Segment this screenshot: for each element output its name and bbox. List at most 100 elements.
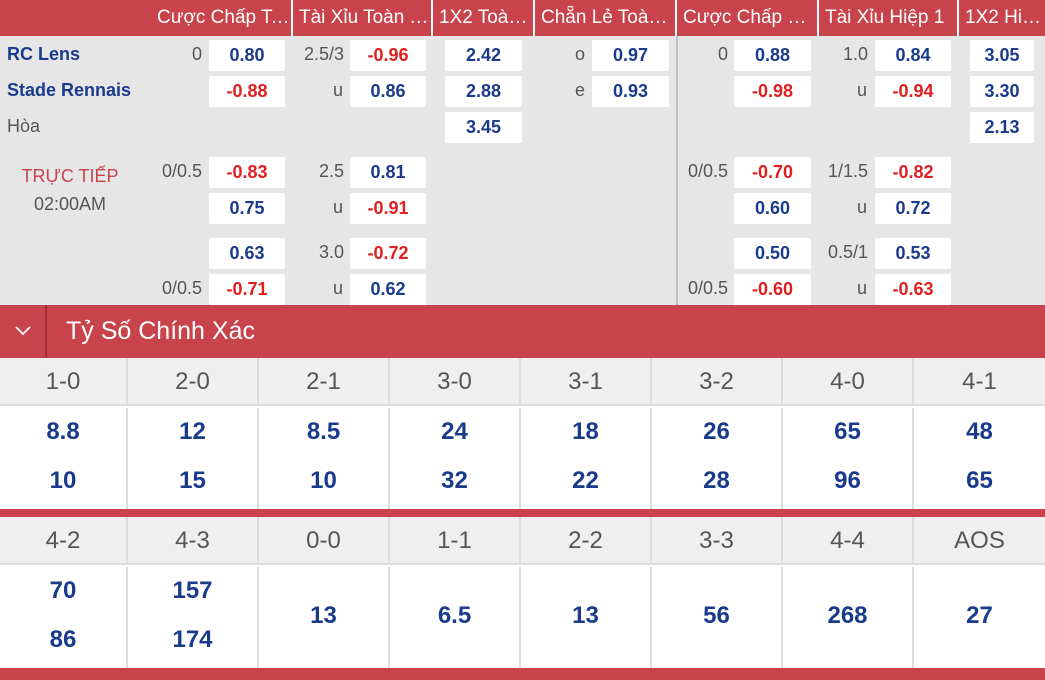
away-odds[interactable]: 32	[441, 467, 468, 494]
odds-button[interactable]: 3.30	[970, 76, 1034, 107]
odds-button[interactable]: 0.60	[734, 193, 811, 224]
odds-button[interactable]: 0.50	[734, 238, 811, 269]
col-header-oe-ft[interactable]: Chẵn Lẻ Toàn Trận	[535, 0, 677, 36]
half-separator	[676, 36, 678, 305]
away-odds[interactable]: 65	[966, 467, 993, 494]
away-odds[interactable]: 10	[310, 467, 337, 494]
away-odds[interactable]: 15	[179, 467, 206, 494]
odds-button[interactable]: 0.81	[350, 157, 426, 188]
odds-button[interactable]: -0.88	[209, 76, 285, 107]
odds-button[interactable]: 0.86	[350, 76, 426, 107]
score-odds-cell[interactable]: 6.5	[390, 567, 521, 668]
ou-line: 3.0	[318, 242, 344, 262]
ou-line: 2.5	[318, 161, 344, 181]
away-odds[interactable]: 86	[49, 626, 77, 653]
oe-label: o	[574, 44, 585, 64]
score-odds-cell[interactable]: 27	[914, 567, 1045, 668]
odds-button[interactable]: -0.72	[350, 238, 426, 269]
home-odds[interactable]: 12	[179, 418, 206, 445]
odds-button[interactable]: -0.63	[875, 274, 951, 305]
away-odds[interactable]: 10	[49, 467, 77, 494]
score-odds-cell[interactable]: 268	[783, 567, 914, 668]
draw-odds[interactable]: 27	[966, 602, 993, 629]
score-odds-cell[interactable]: 48 65	[914, 408, 1045, 509]
draw-odds[interactable]: 268	[827, 602, 868, 629]
score-odds-cell[interactable]: 157 174	[128, 567, 259, 668]
odds-button[interactable]: 3.05	[970, 40, 1034, 71]
draw-odds[interactable]: 13	[310, 602, 337, 629]
home-odds[interactable]: 26	[703, 418, 730, 445]
odds-button[interactable]: 0.62	[350, 274, 426, 305]
odds-button[interactable]: 3.45	[445, 112, 522, 143]
score-odds-cell[interactable]: 26 28	[652, 408, 783, 509]
odds-button[interactable]: 2.42	[445, 40, 522, 71]
odds-button[interactable]: 2.13	[970, 112, 1034, 143]
odds-button[interactable]: 0.80	[209, 40, 285, 71]
score-odds-row: 8.8 10 12 15 8.5 10 24 32 18 22 26 28 65 96 48 65	[0, 408, 1045, 509]
score-label: 4-3	[128, 517, 259, 563]
odds-button[interactable]: -0.91	[350, 193, 426, 224]
col-header-ou-h1[interactable]: Tài Xỉu Hiệp 1	[819, 0, 959, 36]
score-odds-cell[interactable]: 18 22	[521, 408, 652, 509]
draw-odds[interactable]: 13	[572, 602, 599, 629]
away-odds[interactable]: 28	[703, 467, 730, 494]
correct-score-section-header[interactable]: Tỷ Số Chính Xác	[0, 305, 1045, 358]
col-header-1x2-h1[interactable]: 1X2 Hiệp 1	[959, 0, 1045, 36]
odds-button[interactable]: 0.72	[875, 193, 951, 224]
odds-button[interactable]: -0.96	[350, 40, 426, 71]
away-odds[interactable]: 174	[172, 626, 213, 653]
score-odds-cell[interactable]: 65 96	[783, 408, 914, 509]
odds-button[interactable]: -0.70	[734, 157, 811, 188]
score-odds-cell[interactable]: 13	[259, 567, 390, 668]
draw-odds[interactable]: 6.5	[437, 602, 472, 629]
odds-button[interactable]: 0.75	[209, 193, 285, 224]
away-odds[interactable]: 96	[834, 467, 861, 494]
h1-hcp-line: 0/0.5	[687, 278, 728, 298]
score-odds-cell[interactable]: 8.5 10	[259, 408, 390, 509]
score-odds-cell[interactable]: 8.8 10	[0, 408, 128, 509]
score-label: 2-1	[259, 358, 390, 404]
odds-button[interactable]: 2.88	[445, 76, 522, 107]
score-odds-cell[interactable]: 56	[652, 567, 783, 668]
home-odds[interactable]: 70	[49, 577, 77, 604]
score-label: 1-0	[0, 358, 128, 404]
score-label: 4-2	[0, 517, 128, 563]
odds-button[interactable]: 0.84	[875, 40, 951, 71]
col-header-ou-ft[interactable]: Tài Xỉu Toàn Trận	[293, 0, 433, 36]
home-odds[interactable]: 8.8	[46, 418, 80, 445]
collapse-toggle[interactable]	[0, 305, 47, 358]
home-odds[interactable]: 157	[172, 577, 213, 604]
odds-button[interactable]: -0.94	[875, 76, 951, 107]
odds-button[interactable]: 0.53	[875, 238, 951, 269]
ou-label: u	[332, 278, 343, 298]
col-header-1x2-ft[interactable]: 1X2 Toàn Trận	[433, 0, 535, 36]
odds-button[interactable]: 0.88	[734, 40, 811, 71]
col-header-hcp-h1[interactable]: Cược Chấp Hiệp 1	[677, 0, 819, 36]
h1-ou-line: 1.0	[842, 44, 868, 64]
score-odds-cell[interactable]: 70 86	[0, 567, 128, 668]
home-odds[interactable]: 48	[966, 418, 993, 445]
home-odds[interactable]: 8.5	[306, 418, 341, 445]
odds-button[interactable]: 0.97	[592, 40, 669, 71]
score-label: 3-0	[390, 358, 521, 404]
header-blank	[0, 0, 151, 36]
odds-button[interactable]: 0.93	[592, 76, 669, 107]
score-odds-cell[interactable]: 13	[521, 567, 652, 668]
draw-odds[interactable]: 56	[703, 602, 730, 629]
odds-button[interactable]: -0.60	[734, 274, 811, 305]
score-odds-cell[interactable]: 12 15	[128, 408, 259, 509]
col-header-hcp-ft[interactable]: Cược Chấp Toàn Trận	[151, 0, 293, 36]
odds-button[interactable]: -0.71	[209, 274, 285, 305]
score-odds-cell[interactable]: 24 32	[390, 408, 521, 509]
odds-button[interactable]: -0.98	[734, 76, 811, 107]
h1-ou-label: u	[856, 278, 867, 298]
odds-button[interactable]: -0.82	[875, 157, 951, 188]
home-odds[interactable]: 24	[441, 418, 468, 445]
away-odds[interactable]: 22	[572, 467, 599, 494]
home-odds[interactable]: 18	[572, 418, 599, 445]
home-odds[interactable]: 65	[834, 418, 861, 445]
odds-button[interactable]: 0.63	[209, 238, 285, 269]
h1-ou-label: u	[856, 80, 867, 100]
odds-button[interactable]: -0.83	[209, 157, 285, 188]
score-label: 4-4	[783, 517, 914, 563]
